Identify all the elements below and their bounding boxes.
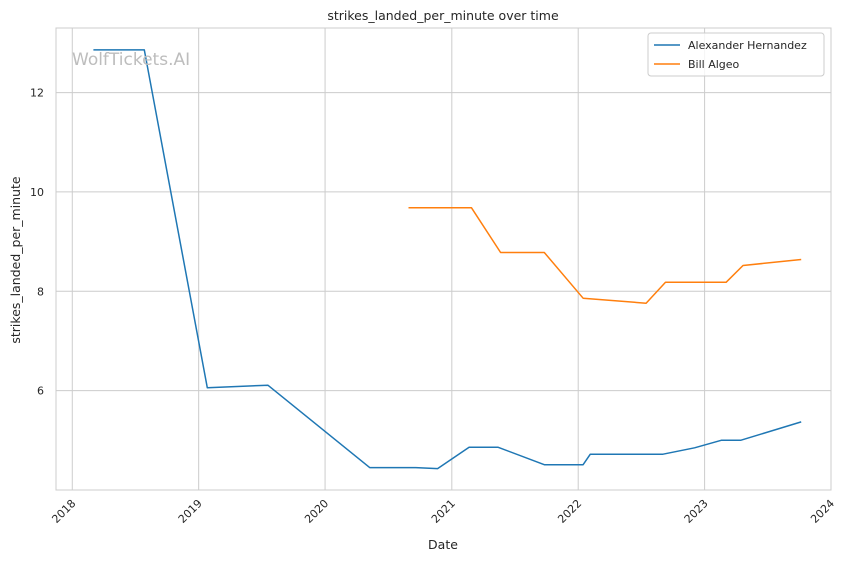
y-axis-ticks: 6 8 10 12 [30,87,44,398]
chart-title: strikes_landed_per_minute over time [327,8,559,23]
legend-label: Alexander Hernandez [688,39,807,52]
y-tick-label: 10 [30,186,44,199]
grid [56,28,832,490]
plot-area-frame [55,27,832,491]
series-line-2 [408,207,802,304]
y-axis-label: strikes_landed_per_minute [8,176,23,344]
y-tick-label: 6 [37,385,44,398]
legend: Alexander Hernandez Bill Algeo [647,32,825,77]
watermark-text: WolfTickets.AI [72,50,190,70]
series-lines [93,49,802,470]
x-axis-label: Date [428,537,458,552]
y-tick-label: 8 [37,285,44,298]
series-line-1 [93,49,802,470]
legend-box [647,32,825,77]
legend-label: Bill Algeo [688,58,740,71]
y-tick-label: 12 [30,87,44,100]
